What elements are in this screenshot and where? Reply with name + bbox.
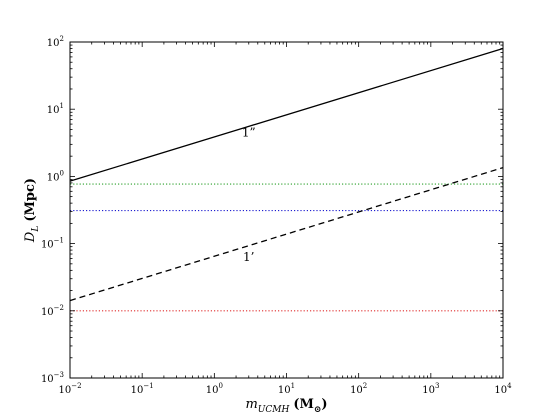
y-axis-unit: (Mpc) <box>23 178 38 222</box>
y-tick-label-3: 100 <box>47 169 64 183</box>
ticks: 10−2 10−1 100 101 102 103 10410−310−210−110010… <box>41 35 512 396</box>
series-line-0 <box>69 47 504 182</box>
x-axis-unit: (M <box>293 397 314 412</box>
x-tick-label-4: 102 <box>350 382 367 396</box>
y-tick-label-4: 101 <box>47 102 64 116</box>
axis-labels: mUCMH (M⊙) DL (Mpc) <box>23 178 328 415</box>
y-axis-label: DL (Mpc) <box>23 178 41 243</box>
y-tick-label-5: 102 <box>47 35 64 49</box>
x-tick-label-2: 100 <box>206 382 223 396</box>
y-tick-label-2: 10−1 <box>41 237 64 251</box>
series-label-1: 1’ <box>243 250 254 264</box>
x-tick-label-6: 104 <box>494 382 512 396</box>
y-axis-sub: L <box>31 226 41 233</box>
x-tick-label-3: 101 <box>278 382 295 396</box>
x-tick-label-5: 103 <box>422 382 439 396</box>
x-tick-label-1: 10−1 <box>131 382 154 396</box>
y-tick-label-0: 10−3 <box>41 371 64 385</box>
series-line-1 <box>69 167 504 302</box>
x-axis-label: mUCMH (M⊙) <box>245 397 327 415</box>
x-axis-unit-sub: ⊙ <box>314 405 322 415</box>
y-tick-label-1: 10−2 <box>41 304 64 318</box>
x-axis-sub: UCMH <box>258 405 290 415</box>
x-tick-label-0: 10−2 <box>58 382 81 396</box>
y-axis-var: D <box>23 231 38 243</box>
x-axis-unit-close: ) <box>321 397 327 412</box>
plot-area: 1” 1’ <box>69 47 504 312</box>
series-label-0: 1” <box>242 126 256 140</box>
x-axis-var: m <box>245 397 257 412</box>
